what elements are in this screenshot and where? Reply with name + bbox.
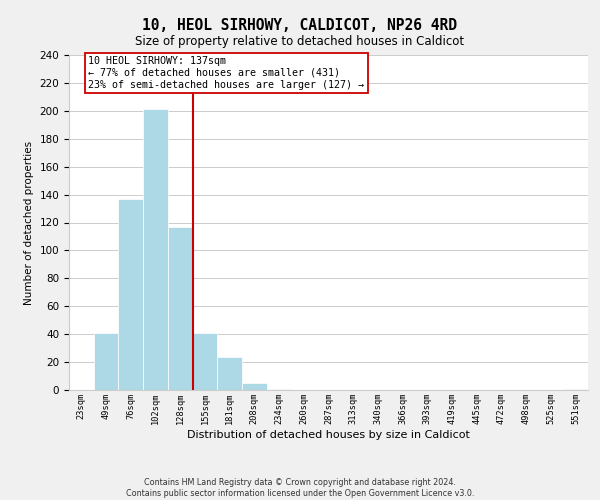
Text: 10, HEOL SIRHOWY, CALDICOT, NP26 4RD: 10, HEOL SIRHOWY, CALDICOT, NP26 4RD xyxy=(143,18,458,32)
Bar xyxy=(217,356,242,390)
Bar xyxy=(267,388,292,390)
Y-axis label: Number of detached properties: Number of detached properties xyxy=(24,140,34,304)
Bar xyxy=(94,333,118,390)
Bar xyxy=(242,383,267,390)
Text: Contains HM Land Registry data © Crown copyright and database right 2024.
Contai: Contains HM Land Registry data © Crown c… xyxy=(126,478,474,498)
X-axis label: Distribution of detached houses by size in Caldicot: Distribution of detached houses by size … xyxy=(187,430,470,440)
Bar xyxy=(143,110,168,390)
Text: 10 HEOL SIRHOWY: 137sqm
← 77% of detached houses are smaller (431)
23% of semi-d: 10 HEOL SIRHOWY: 137sqm ← 77% of detache… xyxy=(88,56,364,90)
Text: Size of property relative to detached houses in Caldicot: Size of property relative to detached ho… xyxy=(136,35,464,48)
Bar xyxy=(168,226,193,390)
Bar xyxy=(193,333,217,390)
Bar xyxy=(118,199,143,390)
Bar xyxy=(563,388,588,390)
